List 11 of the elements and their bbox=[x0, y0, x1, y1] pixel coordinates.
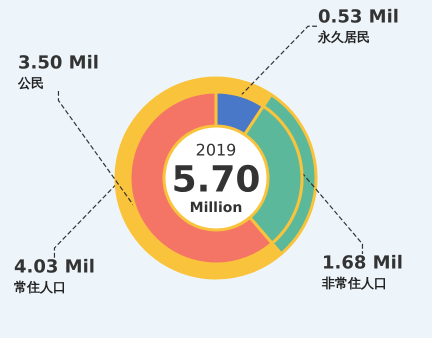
slice-label: 永久居民 bbox=[317, 30, 370, 46]
text: 2019 bbox=[196, 140, 236, 160]
slice-label: 常住人口 bbox=[14, 280, 66, 296]
slice-label: 公民 bbox=[17, 76, 44, 92]
data-label: 3.50 Mil bbox=[18, 52, 99, 74]
data-label: 4.03 Mil bbox=[14, 256, 95, 278]
text: 5.70 bbox=[172, 160, 260, 200]
data-label: 0.53 Mil bbox=[318, 6, 399, 28]
text: Million bbox=[190, 200, 242, 216]
slice-label: 非常住人口 bbox=[321, 276, 387, 292]
data-label: 1.68 Mil bbox=[322, 252, 403, 274]
